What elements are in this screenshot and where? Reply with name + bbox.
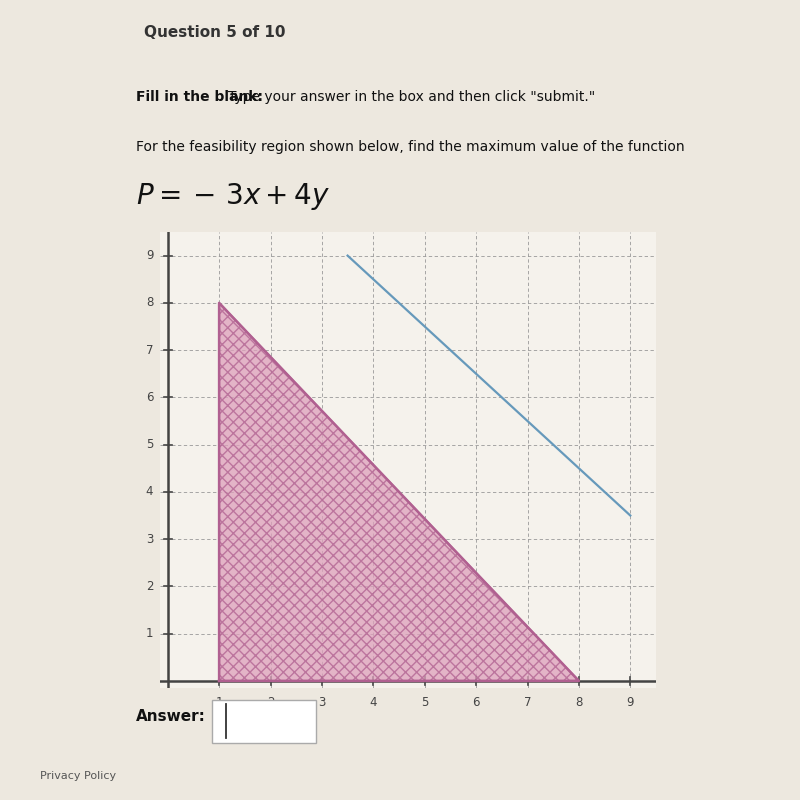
Text: 1: 1 — [146, 627, 154, 640]
Text: 3: 3 — [318, 696, 326, 709]
Text: 6: 6 — [472, 696, 480, 709]
Text: For the feasibility region shown below, find the maximum value of the function: For the feasibility region shown below, … — [136, 141, 685, 154]
Text: 8: 8 — [146, 296, 154, 310]
Text: 9: 9 — [146, 249, 154, 262]
Text: 2: 2 — [146, 580, 154, 593]
Text: Type your answer in the box and then click "submit.": Type your answer in the box and then cli… — [228, 90, 595, 104]
Text: 9: 9 — [626, 696, 634, 709]
Text: 5: 5 — [421, 696, 428, 709]
Text: 7: 7 — [524, 696, 531, 709]
Text: Question 5 of 10: Question 5 of 10 — [144, 25, 286, 40]
Polygon shape — [219, 303, 579, 681]
Text: 4: 4 — [146, 486, 154, 498]
FancyBboxPatch shape — [212, 701, 316, 742]
Text: $P = -\,3x + 4y$: $P = -\,3x + 4y$ — [136, 181, 330, 212]
Text: 5: 5 — [146, 438, 154, 451]
Text: 8: 8 — [575, 696, 582, 709]
Text: Answer:: Answer: — [136, 710, 206, 724]
Text: 4: 4 — [370, 696, 377, 709]
Text: Privacy Policy: Privacy Policy — [40, 771, 116, 781]
Text: 1: 1 — [215, 696, 223, 709]
Text: 3: 3 — [146, 533, 154, 546]
Text: 7: 7 — [146, 344, 154, 357]
Text: 6: 6 — [146, 391, 154, 404]
Text: 2: 2 — [266, 696, 274, 709]
Text: Fill in the blank:: Fill in the blank: — [136, 90, 268, 104]
